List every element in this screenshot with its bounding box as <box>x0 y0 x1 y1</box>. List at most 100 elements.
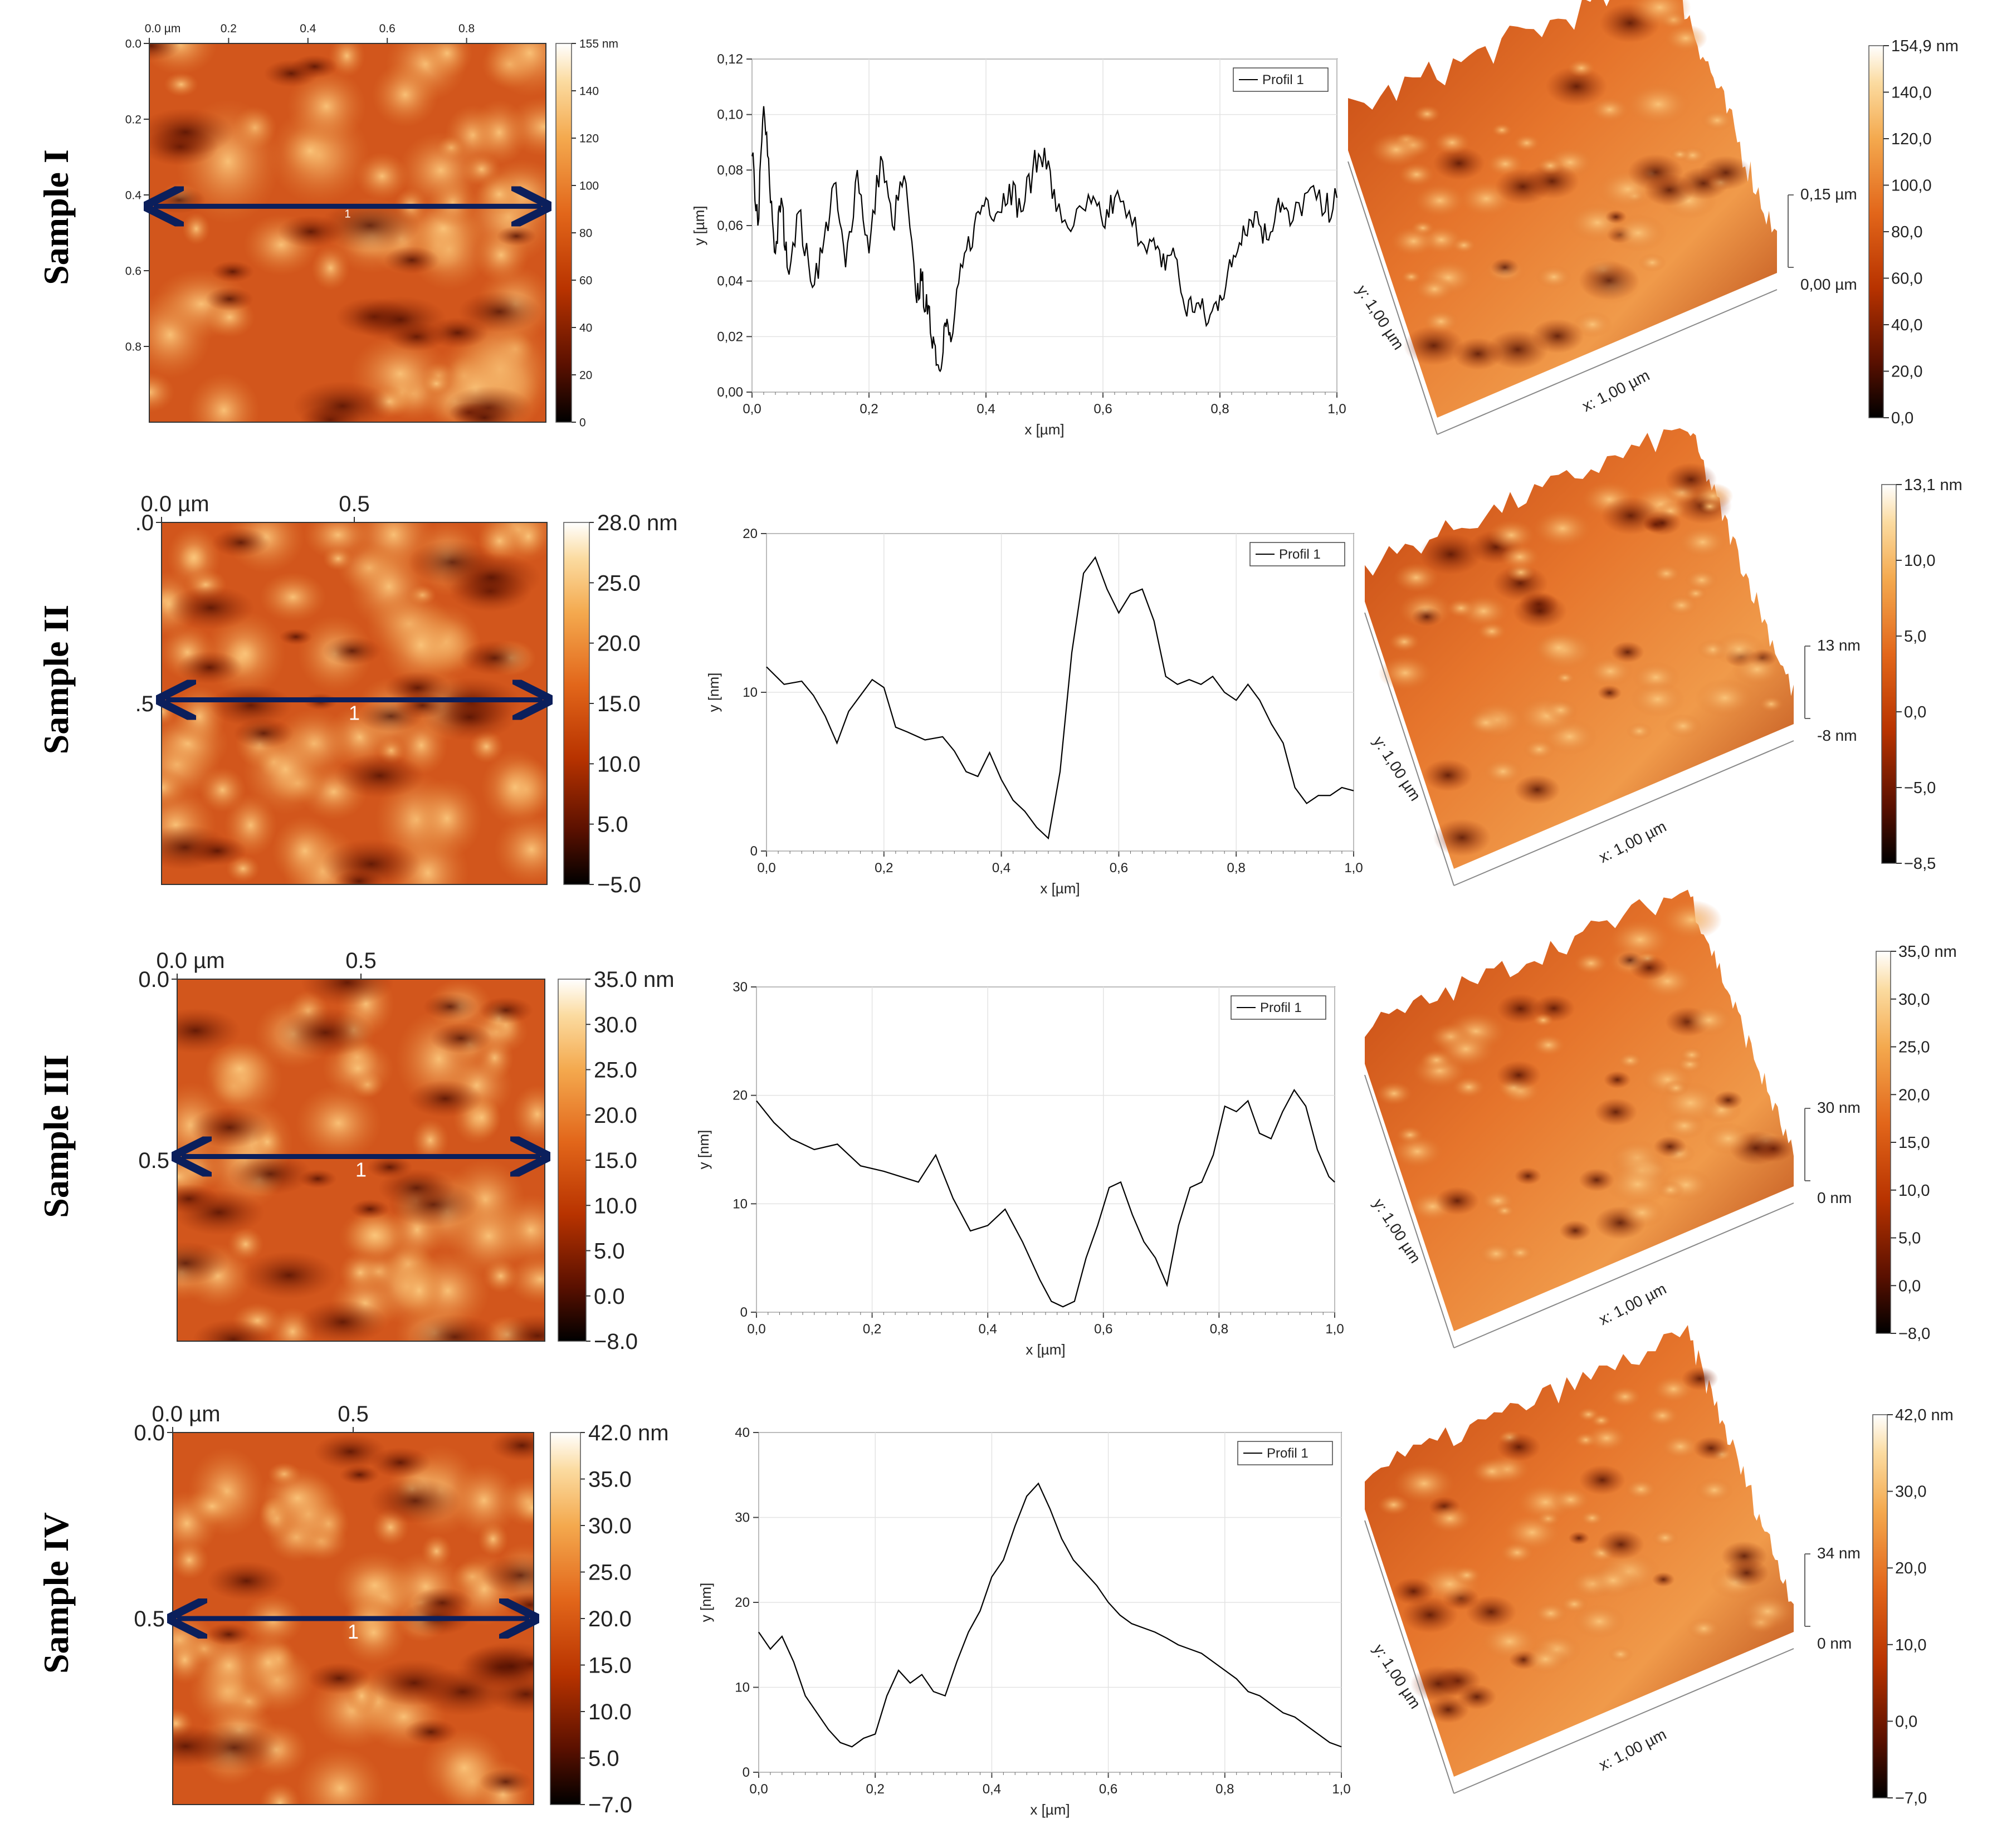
surface-bump <box>1433 819 1491 857</box>
map-x-tick-label: 0.0 µm <box>156 949 224 973</box>
grain-light <box>271 815 339 884</box>
x-axis-line <box>1437 289 1778 435</box>
map-colorbar <box>558 979 587 1342</box>
y-axis-label: y [nm] <box>697 1583 714 1622</box>
surface-bump <box>1695 678 1755 717</box>
grain-dark <box>241 1251 336 1299</box>
surface-bump <box>1759 696 1784 712</box>
surface-bump <box>1446 599 1476 618</box>
colorbar-tick-label: 120,0 <box>1891 130 1932 148</box>
surface-bump <box>1478 1242 1513 1265</box>
surface-bump <box>1496 993 1544 1024</box>
surface-bump <box>1560 1595 1589 1614</box>
grain-light <box>185 1486 240 1527</box>
colorbar-tick-label: 60 <box>579 274 592 287</box>
x-axis-line <box>1453 1202 1794 1348</box>
colorbar-tick-label: 35.0 nm <box>594 967 675 992</box>
colorbar-tick-label: 5,0 <box>1898 1230 1921 1248</box>
colorbar-tick-label: 5.0 <box>588 1747 619 1771</box>
surface-bump <box>1433 146 1485 180</box>
x-axis-label: x: 1,00 µm <box>1596 1725 1669 1774</box>
surface-bump <box>1586 1425 1628 1452</box>
surface-bump <box>1573 1604 1625 1639</box>
grain-light <box>482 1259 519 1293</box>
colorbar-tick-label: −8,5 <box>1904 855 1936 873</box>
colorbar-tick-label: 42,0 nm <box>1895 1406 1954 1424</box>
surface-bump <box>1545 66 1608 107</box>
x-tick-label: 0,8 <box>1215 1782 1234 1797</box>
grain-dark <box>409 1314 500 1341</box>
surface-bump <box>1477 622 1507 641</box>
y-tick-label: 0,06 <box>717 218 743 233</box>
colorbar-tick-label: 80 <box>579 227 592 239</box>
grain-light <box>173 1635 207 1684</box>
colorbar-tick-label: 25.0 <box>594 1058 637 1083</box>
surface-3d-view: y: 1,00 µmx: 1,00 µm0,15 µm0,00 µm154,9 … <box>1347 0 1959 435</box>
colorbar-tick-label: 35.0 <box>588 1468 632 1492</box>
profile-series-line <box>766 556 1354 840</box>
surface-bump <box>1703 1122 1753 1155</box>
profile-series-line <box>758 1482 1342 1748</box>
surface-bump <box>1534 632 1584 664</box>
sample-label: Sample I <box>36 149 76 285</box>
map-y-tick-label: 0.4 <box>125 189 142 202</box>
colorbar-tick-label: 15.0 <box>597 692 641 716</box>
surface-bump <box>1522 1644 1569 1674</box>
x-axis-label: x: 1,00 µm <box>1579 366 1652 415</box>
colorbar-tick-label: 100,0 <box>1891 177 1932 195</box>
y-axis-line <box>1364 612 1454 886</box>
surface-bump <box>1661 1434 1700 1459</box>
surface-colorbar <box>1872 1414 1888 1798</box>
surface-bump <box>1586 1563 1639 1598</box>
surface-bump <box>1646 1405 1679 1427</box>
surface-bump <box>1513 774 1561 805</box>
colorbar-tick-label: 10.0 <box>588 1700 632 1724</box>
surface-bump <box>1601 496 1661 535</box>
colorbar-tick-label: 120 <box>579 132 599 145</box>
grain-dark <box>177 1189 265 1235</box>
surface-bump <box>1428 1504 1472 1533</box>
colorbar-tick-label: 35,0 nm <box>1898 943 1957 961</box>
x-tick-label: 0,2 <box>863 1322 881 1337</box>
colorbar-tick-label: 5.0 <box>597 813 628 837</box>
grain-dark <box>187 835 247 866</box>
grain-light <box>421 371 452 395</box>
colorbar-tick-label: 0,0 <box>1895 1713 1917 1730</box>
surface-bump <box>1414 184 1466 218</box>
grain-dark <box>206 1623 252 1646</box>
x-tick-label: 0,2 <box>860 402 878 417</box>
surface-bump <box>1513 134 1540 152</box>
map-y-tick-label: 0.5 <box>134 1607 165 1631</box>
grain-light <box>511 1084 545 1144</box>
surface-bump <box>1693 1436 1730 1460</box>
grain-light <box>481 749 547 826</box>
map-colorbar <box>563 522 590 885</box>
surface-bump <box>1437 1030 1495 1068</box>
surface-bump <box>1544 699 1578 722</box>
grain-light <box>304 522 373 560</box>
surface-bump <box>1523 739 1556 760</box>
surface-bump <box>1402 1596 1458 1634</box>
surface-bump <box>1507 1244 1534 1262</box>
grain-light <box>515 1491 534 1524</box>
grain-dark <box>277 215 344 248</box>
surface-bump <box>1496 1060 1541 1090</box>
grain-light <box>323 546 354 571</box>
map-y-tick-label: 0.6 <box>125 265 141 277</box>
y-tick-label: 0,12 <box>717 52 743 67</box>
x-tick-label: 1,0 <box>1327 402 1346 417</box>
surface-bump <box>1531 1034 1565 1056</box>
y-tick-label: 20 <box>733 1088 748 1103</box>
map-colorbar <box>555 43 572 423</box>
surface-bump <box>1419 534 1482 575</box>
surface-bump <box>1457 1684 1497 1710</box>
grain-dark <box>462 1641 534 1691</box>
x-tick-label: 0,6 <box>1099 1782 1117 1797</box>
grain-dark <box>384 246 440 275</box>
surface-bump <box>1471 1458 1512 1485</box>
surface-bump <box>1629 955 1669 981</box>
y-tick-label: 30 <box>733 980 748 995</box>
colorbar-tick-label: −7.0 <box>588 1793 632 1817</box>
grain-dark <box>423 993 477 1020</box>
surface-bump <box>1434 130 1471 155</box>
